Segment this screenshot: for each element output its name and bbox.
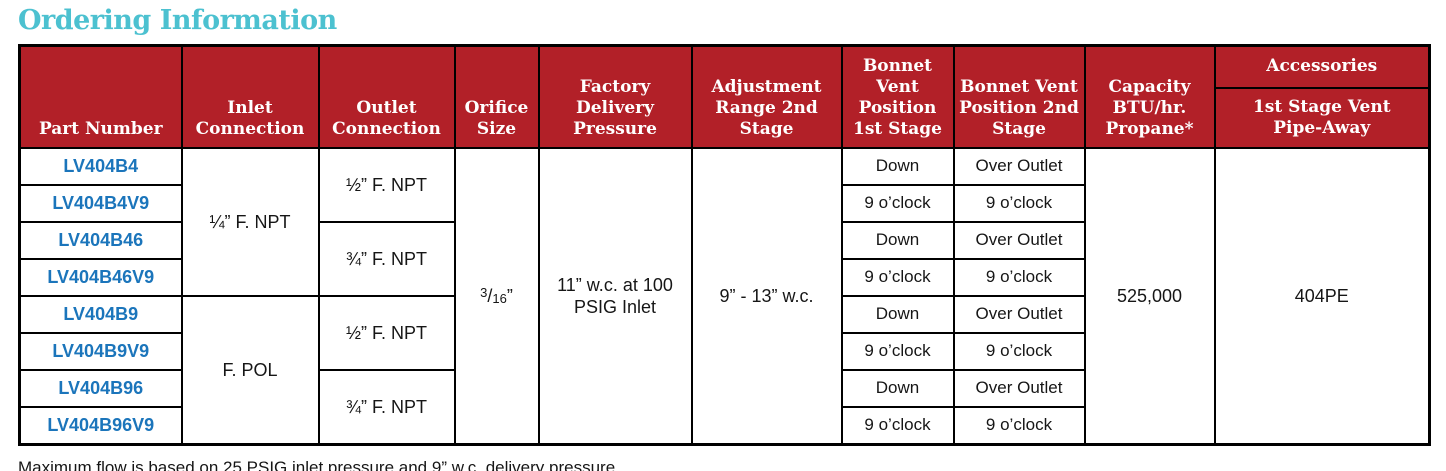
cell-part-number: LV404B4V9 [18, 183, 183, 223]
col-header-adjustment-range-2nd-stage: Adjustment Range 2nd Stage [690, 44, 843, 149]
cell-bonnet-vent-2nd: Over Outlet [952, 220, 1086, 260]
cell-orifice-size: 3/16” [453, 146, 540, 445]
cell-bonnet-vent-1st: 9 o’clock [840, 257, 955, 297]
col-header-part-number: Part Number [18, 44, 183, 149]
cell-part-number: LV404B96 [18, 368, 183, 408]
cell-bonnet-vent-1st: Down [840, 220, 955, 260]
col-header-outlet-connection: Outlet Connection [317, 44, 456, 149]
cell-bonnet-vent-1st: Down [840, 368, 955, 408]
orifice-inch-mark: ” [506, 285, 513, 306]
col-header-capacity-btu-hr-propane: Capacity BTU/hr. Propane* [1083, 44, 1216, 149]
cell-inlet-connection: ¼” F. NPT [180, 146, 320, 297]
table-row: LV404B96V9 9 o’clock 9 o’clock [18, 405, 1430, 445]
cell-bonnet-vent-2nd: 9 o’clock [952, 183, 1086, 223]
cell-bonnet-vent-2nd: Over Outlet [952, 368, 1086, 408]
cell-bonnet-vent-1st: 9 o’clock [840, 331, 955, 371]
orifice-denominator: 16 [492, 290, 507, 306]
cell-bonnet-vent-2nd: Over Outlet [952, 294, 1086, 334]
header-row-sub: 1st Stage Vent Pipe-Away [20, 86, 1431, 149]
ordering-information-table: Part Number Inlet Connection Outlet Conn… [18, 44, 1431, 446]
cell-bonnet-vent-2nd: 9 o’clock [952, 257, 1086, 297]
col-header-bonnet-vent-position-2nd-stage: Bonnet Vent Position 2nd Stage [952, 44, 1086, 149]
cell-outlet-connection: ¾” F. NPT [317, 220, 456, 297]
cell-adjustment-range: 9” - 13” w.c. [690, 146, 843, 445]
cell-part-number: LV404B9V9 [18, 331, 183, 371]
cell-outlet-connection: ¾” F. NPT [317, 368, 456, 445]
cell-bonnet-vent-2nd: 9 o’clock [952, 331, 1086, 371]
orifice-numerator: 3 [480, 284, 488, 300]
table-body: LV404B4 ¼” F. NPT ½” F. NPT 3/16” 11” w.… [18, 146, 1431, 445]
page-title: Ordering Information [18, 5, 337, 36]
cell-factory-delivery-pressure: 11” w.c. at 100 PSIG Inlet [537, 146, 693, 445]
table-row: LV404B46V9 9 o’clock 9 o’clock [18, 257, 1430, 297]
orifice-slash: / [487, 285, 493, 306]
table-row: LV404B96 ¾” F. NPT Down Over Outlet [18, 368, 1430, 445]
cell-bonnet-vent-2nd: Over Outlet [952, 146, 1086, 186]
col-header-orifice-size: Orifice Size [453, 44, 540, 149]
col-header-factory-delivery-pressure: Factory Delivery Pressure [537, 44, 693, 149]
cell-bonnet-vent-1st: 9 o’clock [840, 405, 955, 445]
cell-bonnet-vent-1st: Down [840, 146, 955, 186]
cell-bonnet-vent-1st: 9 o’clock [840, 183, 955, 223]
cell-inlet-connection: F. POL [180, 294, 320, 445]
cell-outlet-connection: ½” F. NPT [317, 146, 456, 223]
cell-part-number: LV404B9 [18, 294, 183, 334]
col-header-accessories: Accessories [1213, 44, 1431, 89]
footnote: Maximum flow is based on 25 PSIG inlet p… [18, 457, 620, 471]
cell-bonnet-vent-1st: Down [840, 294, 955, 334]
col-header-bonnet-vent-position-1st-stage: Bonnet Vent Position 1st Stage [840, 44, 955, 149]
cell-part-number: LV404B46V9 [18, 257, 183, 297]
cell-outlet-connection: ½” F. NPT [317, 294, 456, 371]
table-row: LV404B4 ¼” F. NPT ½” F. NPT 3/16” 11” w.… [18, 146, 1431, 445]
table-row: LV404B9 F. POL ½” F. NPT Down Over Outle… [18, 294, 1430, 445]
cell-part-number: LV404B96V9 [18, 405, 183, 445]
col-header-inlet-connection: Inlet Connection [180, 44, 320, 149]
cell-bonnet-vent-2nd: 9 o’clock [952, 405, 1086, 445]
cell-capacity: 525,000 [1083, 146, 1216, 445]
table-row: LV404B4V9 9 o’clock 9 o’clock [18, 183, 1430, 223]
header-row-top: Part Number Inlet Connection Outlet Conn… [18, 44, 1431, 149]
table-row: LV404B9V9 9 o’clock 9 o’clock [18, 331, 1430, 371]
cell-part-number: LV404B46 [18, 220, 183, 260]
cell-accessories: 404PE [1213, 146, 1431, 445]
table-header: Part Number Inlet Connection Outlet Conn… [18, 44, 1431, 149]
cell-part-number: LV404B4 [18, 146, 183, 186]
table-row: LV404B46 ¾” F. NPT Down Over Outlet [18, 220, 1430, 297]
col-header-1st-stage-vent-pipe-away: 1st Stage Vent Pipe-Away [1213, 86, 1431, 149]
orifice-fraction: 3/16” [480, 286, 513, 306]
